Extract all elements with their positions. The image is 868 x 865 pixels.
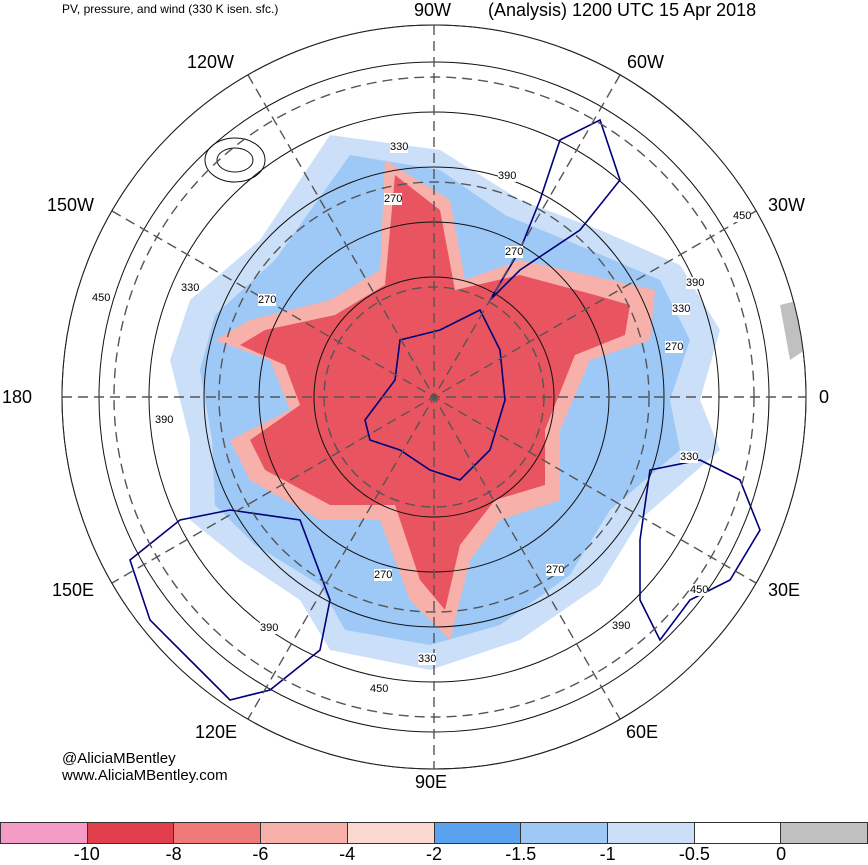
colorbar-swatch (780, 822, 868, 844)
colorbar-swatch (520, 822, 607, 844)
contour-label: 270 (546, 564, 565, 576)
colorbar-tick-label: -1.5 (505, 844, 537, 864)
lon-label-30e: 30E (768, 580, 801, 600)
colorbar-swatch (693, 822, 781, 844)
colorbar-tick-label: -2 (425, 844, 443, 864)
lon-label-90w: 90W (414, 0, 452, 20)
polar-map (61, 24, 807, 770)
contour-label: 450 (733, 210, 752, 222)
contour-label: 330 (680, 451, 699, 463)
colorbar-swatch (346, 822, 434, 844)
contour-label: 390 (498, 170, 517, 182)
colorbar-tick-label: -1 (599, 844, 616, 864)
lon-label-150w: 150W (47, 195, 95, 215)
contour-label: 390 (612, 620, 631, 632)
colorbar-swatch (433, 822, 521, 844)
colorbar-swatch (260, 822, 347, 844)
colorbar-tick-label: 0 (776, 844, 787, 864)
lon-label-150e: 150E (52, 580, 95, 600)
lon-label-120w: 120W (187, 52, 235, 72)
contour-label: 390 (155, 414, 174, 426)
colorbar-tick-label: -8 (165, 844, 182, 864)
colorbar-swatch (173, 822, 261, 844)
contour-label: 330 (672, 303, 691, 315)
lon-label-120e: 120E (195, 722, 238, 742)
credit-website: www.AliciaMBentley.com (62, 767, 228, 784)
lon-label-90e: 90E (415, 772, 448, 792)
graticule (62, 25, 806, 769)
contour-label: 450 (370, 683, 389, 695)
pv-colorbar (0, 822, 868, 844)
contour-label: 270 (384, 193, 403, 205)
lon-label-30w: 30W (768, 195, 806, 215)
contour-label: 330 (390, 141, 409, 153)
lon-label-60w: 60W (627, 52, 665, 72)
colorbar-swatch (86, 822, 174, 844)
plot-title-left: PV, pressure, and wind (330 K isen. sfc.… (62, 2, 279, 16)
contour-label: 270 (374, 569, 393, 581)
lon-label-180: 180 (2, 387, 33, 407)
colorbar-swatch (606, 822, 694, 844)
colorbar-swatch (0, 822, 87, 844)
contour-label: 390 (260, 622, 279, 634)
colorbar-tick-label: -10 (73, 844, 100, 864)
credit-handle: @AliciaMBentley (62, 750, 176, 767)
contour-label: 330 (418, 653, 437, 665)
plot-title-right: (Analysis) 1200 UTC 15 Apr 2018 (488, 0, 757, 20)
contour-label: 330 (181, 282, 200, 294)
colorbar-tick-label: -0.5 (678, 844, 710, 864)
pv-red-field (240, 175, 630, 610)
coastlines (129, 118, 761, 701)
contour-label: 270 (505, 246, 524, 258)
contour-label: 270 (258, 294, 277, 306)
colorbar-tick-label: -6 (252, 844, 269, 864)
contour-label: 450 (92, 292, 111, 304)
lon-label-0: 0 (819, 387, 830, 407)
contour-label: 390 (686, 277, 705, 289)
lon-label-60e: 60E (626, 722, 659, 742)
colorbar-tick-label: -4 (339, 844, 356, 864)
contour-label: 450 (690, 584, 709, 596)
contour-label: 270 (665, 341, 684, 353)
